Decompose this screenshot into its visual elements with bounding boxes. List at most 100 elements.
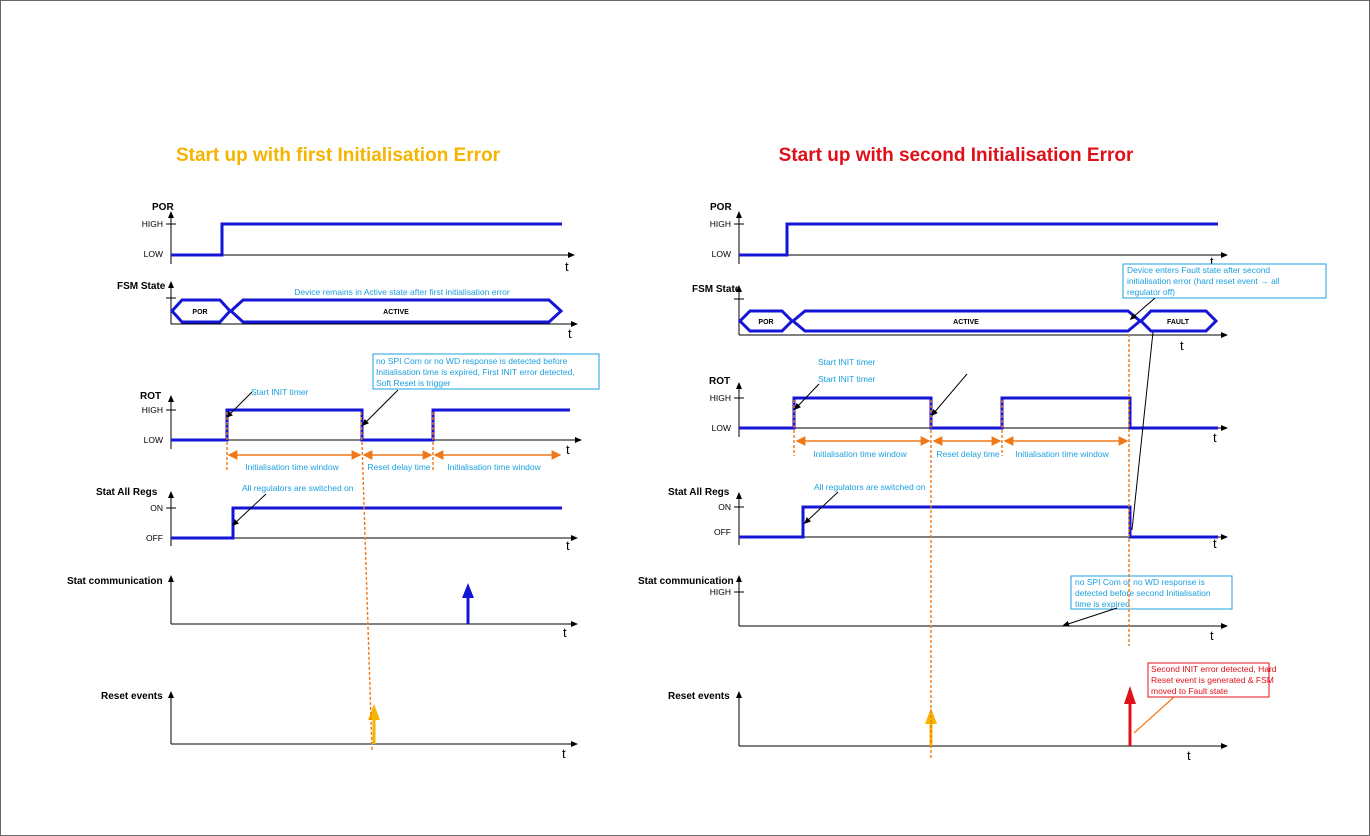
left-comm-arrowhead bbox=[462, 583, 474, 598]
right-start-init-pointer bbox=[793, 383, 820, 411]
right-reset-row: Reset events t Second INIT error detecte… bbox=[668, 662, 1277, 763]
left-reset-t: t bbox=[562, 746, 566, 761]
right-comm-box-line1: no SPI Com or no WD response is bbox=[1075, 577, 1205, 587]
right-hard-reset-box bbox=[1147, 662, 1270, 698]
right-fault-box-line3: regulator off) bbox=[1127, 287, 1175, 297]
right-start-init-label-1: Start INIT timer bbox=[818, 357, 876, 367]
right-por-t: t bbox=[1210, 254, 1214, 269]
right-error-pointer bbox=[931, 373, 968, 417]
right-init-window-1-label: Initialisation time window bbox=[813, 449, 907, 459]
left-rot-high: HIGH bbox=[142, 405, 163, 415]
right-comm-box-line2: detected before second Initialisation bbox=[1075, 588, 1211, 598]
right-regs-note: All regulators are switched on bbox=[814, 482, 926, 492]
right-fault-box-line2: initialisation error (hard reset event →… bbox=[1127, 276, 1280, 286]
right-fault-box bbox=[1122, 263, 1327, 299]
right-reset-t: t bbox=[1187, 748, 1191, 763]
right-regs-label: Stat All Regs bbox=[668, 487, 730, 498]
left-rot-t: t bbox=[566, 442, 570, 457]
left-reset-delay-label: Reset delay time bbox=[367, 462, 431, 472]
left-error-box bbox=[372, 353, 600, 390]
right-por-label: POR bbox=[710, 202, 732, 213]
left-regs-note: All regulators are switched on bbox=[242, 483, 354, 493]
left-por-t: t bbox=[565, 259, 569, 274]
left-error-box-line1: no SPI Com or no WD response is detected… bbox=[376, 356, 568, 366]
left-fsm-note: Device remains in Active state after fir… bbox=[294, 287, 510, 297]
right-regs-row: Stat All Regs ON OFF t All regulators ar… bbox=[668, 482, 1228, 551]
right-hard-reset-pointer bbox=[1133, 696, 1175, 734]
left-regs-row: Stat All Regs ON OFF t All regulators ar… bbox=[96, 483, 578, 553]
right-rot-low: LOW bbox=[712, 423, 731, 433]
left-error-pointer bbox=[361, 389, 399, 427]
left-regs-pointer bbox=[231, 493, 267, 527]
left-por-row: POR HIGH LOW t bbox=[142, 202, 575, 274]
left-error-box-line2: Initialisation time is expired, First IN… bbox=[376, 367, 575, 377]
right-regs-wave bbox=[739, 505, 1218, 539]
right-init-window-2-label: Initialisation time window bbox=[1015, 449, 1109, 459]
right-hard-reset-line2: Reset event is generated & FSM bbox=[1151, 675, 1274, 685]
left-state-active bbox=[228, 298, 564, 324]
left-title: Start up with first Initialisation Error bbox=[176, 145, 501, 166]
right-fsm-label: FSM State bbox=[692, 284, 741, 295]
right-diagram: Start up with second Initialisation Erro… bbox=[638, 145, 1327, 763]
right-hard-reset-line3: moved to Fault state bbox=[1151, 686, 1228, 696]
left-por-high: HIGH bbox=[142, 219, 163, 229]
right-state-fault bbox=[1138, 309, 1219, 333]
right-regs-on: ON bbox=[718, 502, 731, 512]
left-reset-row: Reset events t bbox=[101, 691, 578, 761]
right-fsm-t: t bbox=[1180, 338, 1184, 353]
right-por-row: POR HIGH LOW t bbox=[710, 202, 1228, 269]
right-por-low: LOW bbox=[712, 249, 731, 259]
right-comm-box bbox=[1070, 575, 1233, 610]
right-comm-box-line3: time is expired bbox=[1075, 599, 1130, 609]
right-start-init-label-2: Start INIT timer bbox=[818, 374, 876, 384]
left-regs-on: ON bbox=[150, 503, 163, 513]
right-regs-pointer bbox=[803, 491, 839, 525]
left-time-windows: Initialisation time window Reset delay t… bbox=[227, 450, 562, 472]
left-start-init-pointer bbox=[225, 391, 253, 419]
left-state-active-label: ACTIVE bbox=[383, 309, 409, 316]
right-hard-reset-line1: Second INIT error detected, Hard bbox=[1151, 664, 1277, 674]
left-state-por-label: POR bbox=[192, 309, 207, 316]
left-fsm-label: FSM State bbox=[117, 281, 166, 292]
left-fsm-row: FSM State t POR ACTIVE Device remains in… bbox=[117, 281, 578, 341]
left-regs-label: Stat All Regs bbox=[96, 487, 158, 498]
right-rot-label: ROT bbox=[709, 376, 730, 387]
right-rot-t: t bbox=[1213, 430, 1217, 445]
left-reset-label: Reset events bbox=[101, 691, 163, 702]
left-init-window-1-label: Initialisation time window bbox=[245, 462, 339, 472]
right-rot-high: HIGH bbox=[710, 393, 731, 403]
right-fault-box-line1: Device enters Fault state after second bbox=[1127, 265, 1270, 275]
right-time-windows: Initialisation time window Reset delay t… bbox=[795, 436, 1129, 459]
right-reset-label: Reset events bbox=[668, 691, 730, 702]
right-reset-arrowhead-hard bbox=[1124, 686, 1136, 704]
right-por-wave bbox=[739, 222, 1218, 257]
right-reset-delay-label: Reset delay time bbox=[936, 449, 1000, 459]
left-fsm-t: t bbox=[568, 326, 572, 341]
left-dotted-error bbox=[360, 411, 373, 751]
right-fsm-row: FSM State t POR ACTIVE FAULT Device ente… bbox=[692, 263, 1327, 353]
left-por-label: POR bbox=[152, 202, 174, 213]
right-title: Start up with second Initialisation Erro… bbox=[779, 145, 1134, 166]
left-rot-label: ROT bbox=[140, 391, 161, 402]
left-init-window-2-label: Initialisation time window bbox=[447, 462, 541, 472]
left-comm-label: Stat communication bbox=[67, 576, 163, 587]
right-state-por-label: POR bbox=[758, 319, 773, 326]
left-rot-row: ROT HIGH LOW t Start INIT timer no SPI C… bbox=[140, 353, 600, 457]
right-regs-t: t bbox=[1213, 536, 1217, 551]
right-comm-pointer bbox=[1062, 607, 1118, 627]
left-start-init-label: Start INIT timer bbox=[251, 387, 309, 397]
right-por-high: HIGH bbox=[710, 219, 731, 229]
left-diagram: Start up with first Initialisation Error… bbox=[67, 145, 600, 761]
left-por-wave bbox=[171, 222, 562, 257]
right-regs-off: OFF bbox=[714, 527, 731, 537]
right-state-fault-label: FAULT bbox=[1167, 319, 1190, 326]
left-comm-row: Stat communication t bbox=[67, 575, 578, 640]
right-comm-row: Stat communication HIGH t no SPI Com or … bbox=[638, 575, 1233, 643]
left-reset-arrowhead bbox=[368, 704, 380, 720]
right-comm-high: HIGH bbox=[710, 587, 731, 597]
right-fault-pointer bbox=[1129, 297, 1156, 320]
right-comm-t: t bbox=[1210, 628, 1214, 643]
left-comm-t: t bbox=[563, 625, 567, 640]
right-comm-label: Stat communication bbox=[638, 576, 734, 587]
